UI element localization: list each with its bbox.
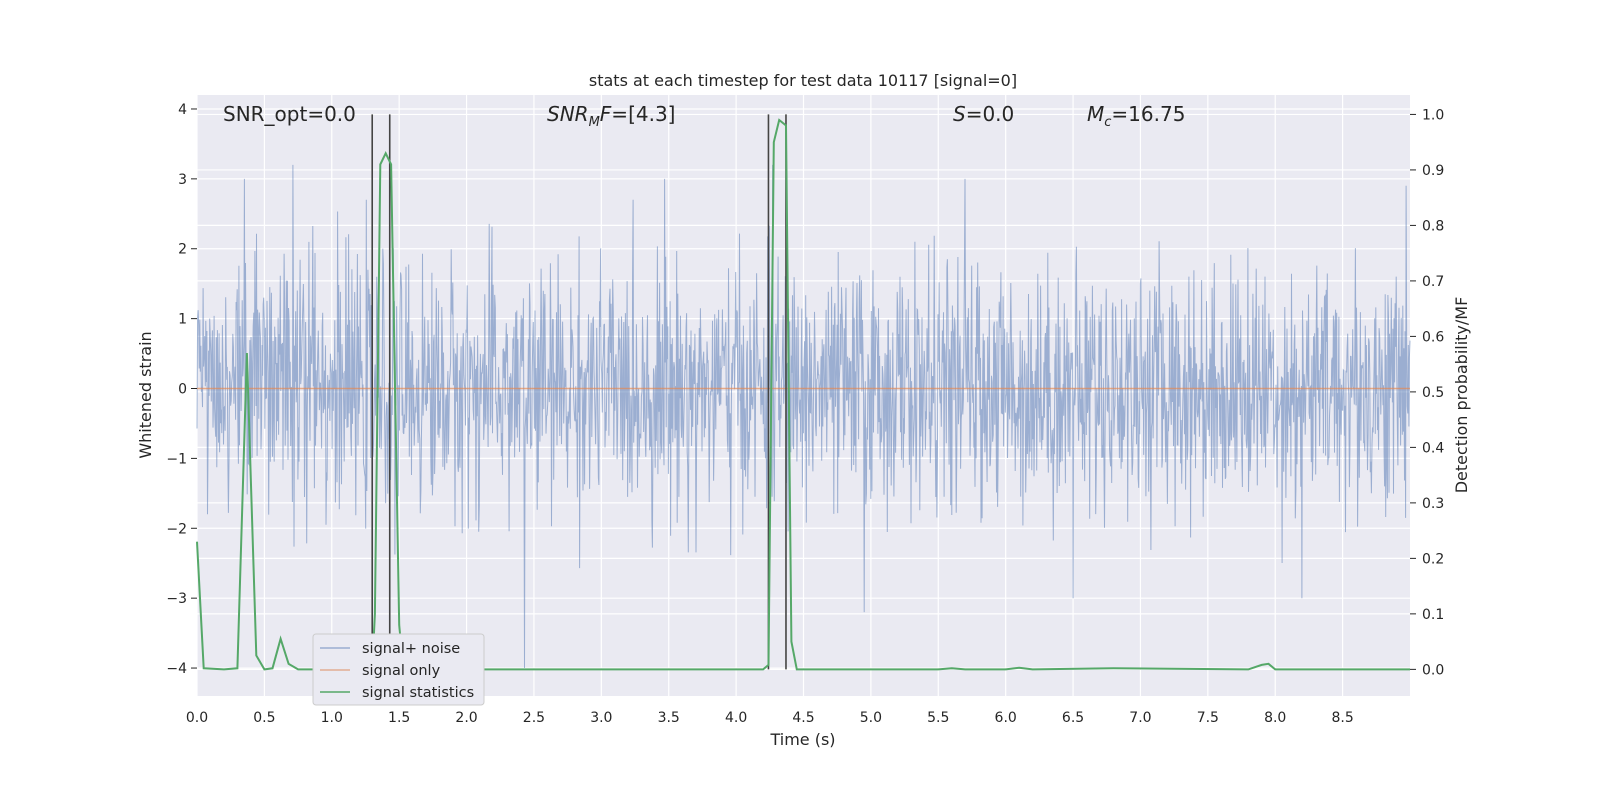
x-tick-label-13: 6.5 <box>1062 710 1084 726</box>
y-right-tick-label-4: 0.6 <box>1422 329 1444 345</box>
legend: signal+ noise signal only signal statist… <box>312 633 485 706</box>
x-tick-label-12: 6.0 <box>995 710 1017 726</box>
y-left-tick-label-1: 3 <box>178 172 187 188</box>
y-axis-right-ticks: 1.0 0.9 0.8 0.7 0.6 0.5 0.4 0.3 0.2 0.1 0.0 <box>1410 107 1444 678</box>
signal-statistics-line <box>196 118 1410 671</box>
x-tick-label-14: 7.0 <box>1129 710 1151 726</box>
y-left-tick-label-6: −2 <box>166 521 187 537</box>
x-tick-label-5: 2.5 <box>523 710 545 726</box>
annotation-snr-opt: SNR_opt=0.0 <box>223 102 356 126</box>
legend-label-signal-noise: signal+ noise <box>362 641 460 657</box>
y-left-tick-label-3: 1 <box>178 312 187 328</box>
y-axis-right-label: Detection probability/MF <box>1452 297 1471 494</box>
chart-title: stats at each timestep for test data 101… <box>589 71 1017 90</box>
x-tick-label-0: 0.0 <box>186 710 208 726</box>
x-tick-label-6: 3.0 <box>590 710 612 726</box>
y-left-tick-label-8: −4 <box>166 661 187 677</box>
y-right-tick-label-7: 0.3 <box>1422 496 1444 512</box>
annotation-s: S=0.0 <box>953 102 1014 126</box>
x-tick-label-3: 1.5 <box>388 710 410 726</box>
x-tick-label-11: 5.5 <box>927 710 949 726</box>
y-right-tick-label-3: 0.7 <box>1422 274 1444 290</box>
x-tick-label-8: 4.0 <box>725 710 747 726</box>
annotation-snr-mf: SNRMF=[4.3] <box>547 102 675 130</box>
y-right-tick-label-2: 0.8 <box>1422 218 1444 234</box>
y-axis-left-label: Whitened strain <box>136 331 155 458</box>
series-signal-statistics <box>196 118 1410 671</box>
series-signal-noise <box>196 164 1411 669</box>
legend-label-signal-statistics: signal statistics <box>362 685 474 701</box>
y-right-tick-label-5: 0.5 <box>1422 385 1444 401</box>
legend-label-signal-only: signal only <box>362 663 441 679</box>
x-axis-label: Time (s) <box>769 730 835 749</box>
y-axis-left-ticks: 4 3 2 1 0 −1 −2 −3 −4 <box>166 102 197 677</box>
x-tick-label-16: 8.0 <box>1264 710 1286 726</box>
annotation-mc-value: =16.75 <box>1111 102 1185 126</box>
y-left-tick-label-0: 4 <box>178 102 187 118</box>
y-right-tick-label-10: 0.0 <box>1422 662 1444 678</box>
y-left-tick-label-4: 0 <box>178 382 187 398</box>
y-right-tick-label-0: 1.0 <box>1422 107 1444 123</box>
y-right-tick-label-6: 0.4 <box>1422 440 1444 456</box>
y-right-tick-label-9: 0.1 <box>1422 607 1444 623</box>
x-tick-label-1: 0.5 <box>253 710 275 726</box>
y-right-tick-label-8: 0.2 <box>1422 551 1444 567</box>
x-tick-label-2: 1.0 <box>321 710 343 726</box>
y-left-tick-label-7: −3 <box>166 591 187 607</box>
x-tick-label-4: 2.0 <box>455 710 477 726</box>
x-tick-label-17: 8.5 <box>1331 710 1353 726</box>
signal-noise-line <box>196 164 1411 669</box>
x-tick-label-9: 4.5 <box>792 710 814 726</box>
y-left-tick-label-5: −1 <box>166 451 187 467</box>
legend-box <box>312 633 485 706</box>
x-tick-label-10: 5.0 <box>860 710 882 726</box>
x-tick-label-15: 7.5 <box>1197 710 1219 726</box>
x-axis-ticks: 0.0 0.5 1.0 1.5 2.0 2.5 3.0 3.5 4.0 4.5 5.0 5.5 6.0 6… <box>186 710 1354 726</box>
annotation-s-value: =0.0 <box>966 102 1015 126</box>
annotation-snr-mf-value: [4.3] <box>628 102 675 126</box>
y-left-tick-label-2: 2 <box>178 242 187 258</box>
y-right-tick-label-1: 0.9 <box>1422 163 1444 179</box>
x-tick-label-7: 3.5 <box>658 710 680 726</box>
annotation-mc: Mc=16.75 <box>1087 102 1185 130</box>
